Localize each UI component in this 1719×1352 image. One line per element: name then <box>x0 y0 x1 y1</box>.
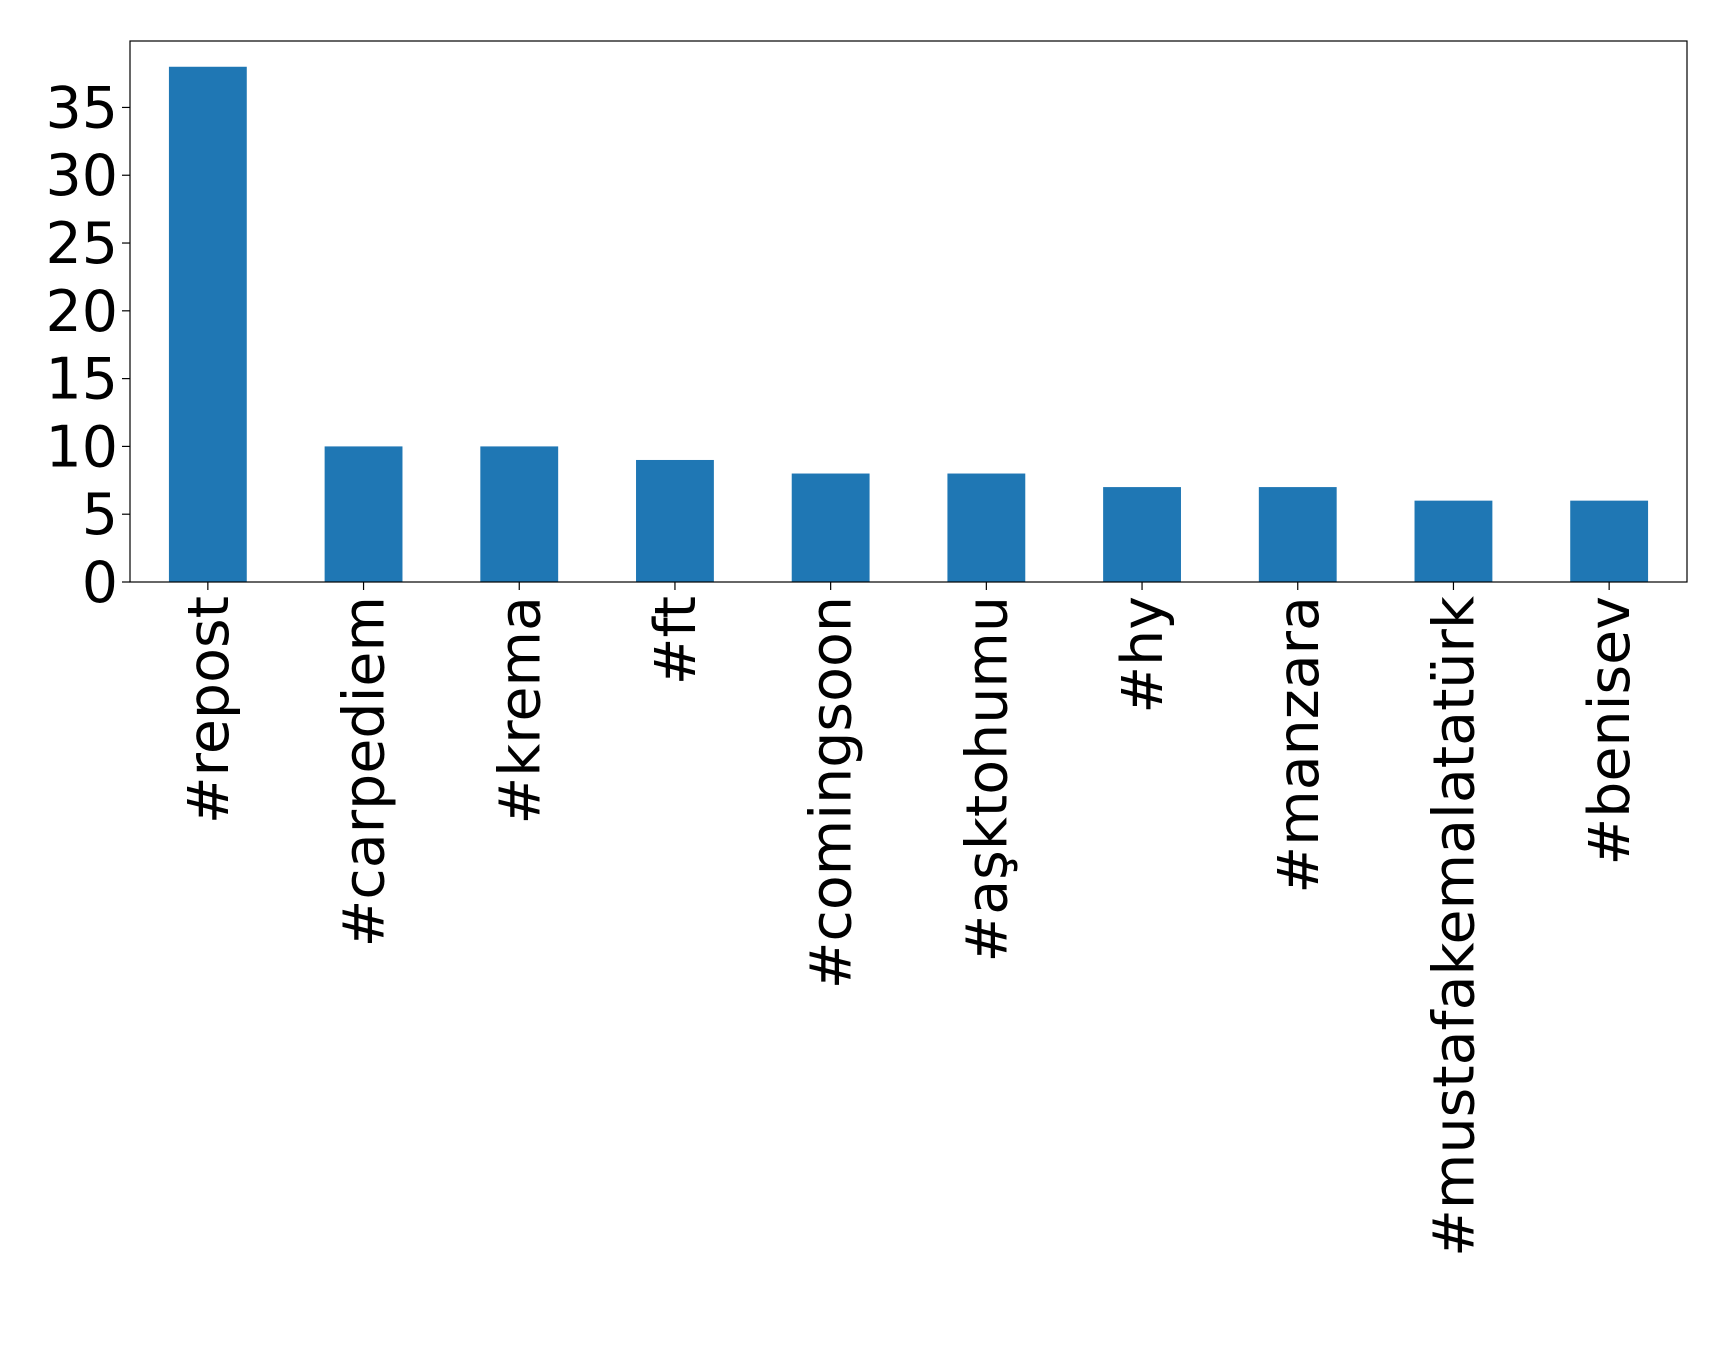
y-tick-label: 35 <box>45 75 118 141</box>
bar <box>1258 487 1337 582</box>
x-tick-label: #manzara <box>1266 596 1332 894</box>
bar <box>324 446 403 582</box>
y-tick-label: 0 <box>82 550 118 616</box>
bar <box>947 473 1026 582</box>
bar <box>1414 500 1493 582</box>
bar <box>636 459 714 582</box>
y-tick-label: 15 <box>45 347 118 413</box>
x-tick-label: #carpediem <box>332 596 398 947</box>
x-tick-label: #comingsoon <box>799 596 865 989</box>
x-tick-label: #mustafakemalatatürk <box>1421 596 1487 1257</box>
y-tick-label: 30 <box>45 143 118 209</box>
bar <box>791 473 870 582</box>
x-tick-label: #benisev <box>1577 596 1643 865</box>
x-tick-label: #hy <box>1110 596 1176 714</box>
y-tick-label: 10 <box>45 414 118 480</box>
y-tick-label: 5 <box>82 482 118 548</box>
y-tick-label: 20 <box>45 279 118 345</box>
bar <box>1570 500 1649 582</box>
x-tick-label: #repost <box>176 596 242 824</box>
bar <box>1103 487 1181 582</box>
x-tick-label: #ft <box>643 596 709 685</box>
bar <box>168 66 247 582</box>
x-tick-label: #aşktohumu <box>954 596 1020 963</box>
x-tick-label: #krema <box>487 596 553 824</box>
plot-frame <box>129 40 1688 583</box>
bar <box>480 446 559 582</box>
y-tick-label: 25 <box>45 211 118 277</box>
